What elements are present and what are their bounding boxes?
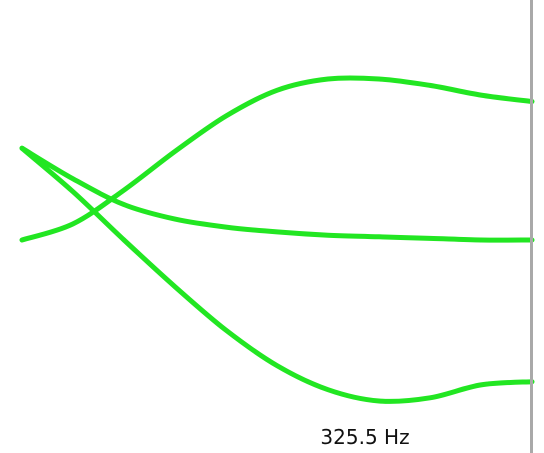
frequency-label: 325.5 Hz — [320, 425, 410, 449]
panel-right-border — [530, 0, 533, 453]
mode-curve-2 — [19, 145, 535, 243]
mode-curve-3 — [19, 145, 535, 404]
